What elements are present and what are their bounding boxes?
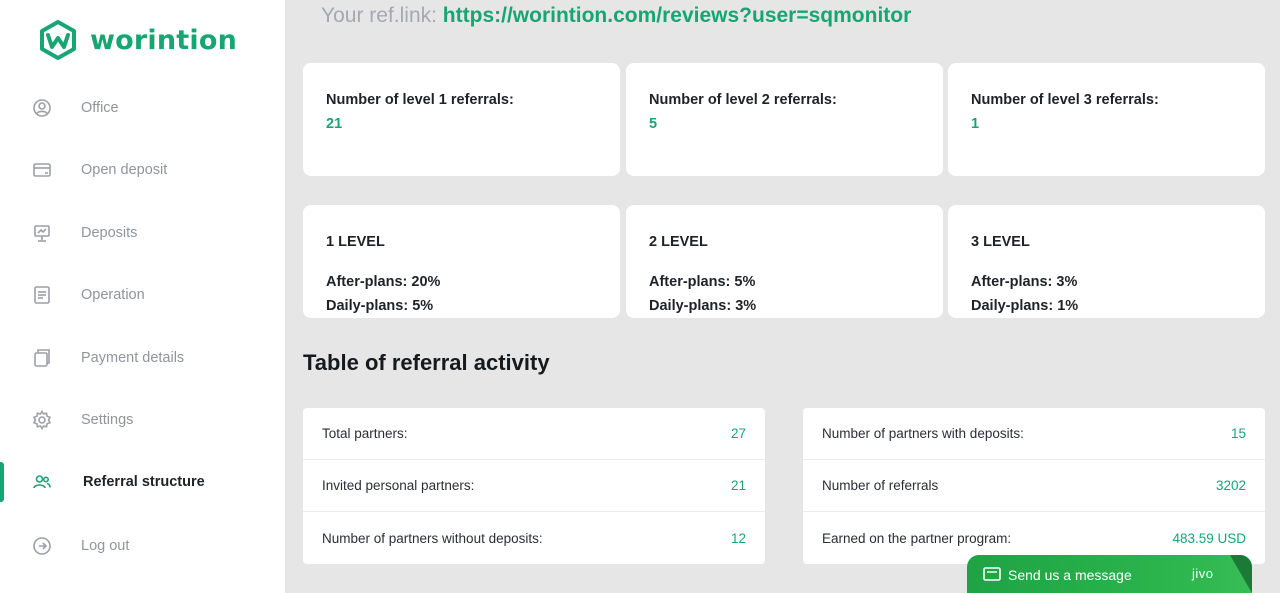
- card-value: 1: [971, 116, 980, 132]
- active-indicator: [0, 462, 4, 502]
- sidebar-item-payment-details[interactable]: Payment details: [0, 338, 285, 378]
- document-icon: [32, 285, 52, 305]
- users-icon: [32, 472, 52, 492]
- level-card: 2 LEVEL After-plans: 5% Daily-plans: 3%: [626, 205, 943, 318]
- row-label: Number of referrals: [822, 478, 939, 493]
- gear-icon: [32, 410, 52, 430]
- card-icon: [32, 160, 52, 180]
- row-label: Total partners:: [322, 426, 408, 441]
- row-value: 12: [730, 530, 746, 546]
- logo-icon: [40, 20, 76, 60]
- table-row: Number of partners without deposits: 12: [303, 512, 765, 564]
- level-card: 3 LEVEL After-plans: 3% Daily-plans: 1%: [948, 205, 1265, 318]
- user-circle-icon: [32, 98, 52, 118]
- sidebar-item-referral-structure[interactable]: Referral structure: [0, 462, 285, 502]
- ref-link: Your ref.link: https://worintion.com/rev…: [321, 4, 911, 28]
- level-title: 1 LEVEL: [326, 234, 385, 250]
- row-label: Earned on the partner program:: [822, 530, 1012, 546]
- sidebar-item-label: Office: [81, 100, 119, 116]
- level-after-plans: After-plans: 3%: [971, 274, 1078, 290]
- sidebar-item-label: Deposits: [81, 225, 138, 241]
- section-title: Table of referral activity: [303, 350, 550, 375]
- referral-count-card: Number of level 2 referrals: 5: [626, 63, 943, 176]
- level-daily-plans: Daily-plans: 3%: [649, 298, 757, 314]
- row-value: 15: [1230, 426, 1246, 441]
- sidebar: worintion Office Open deposit Deposits O…: [0, 0, 285, 593]
- chat-brand: jivo: [1192, 566, 1214, 581]
- row-label: Number of partners without deposits:: [322, 530, 543, 546]
- level-card: 1 LEVEL After-plans: 20% Daily-plans: 5%: [303, 205, 620, 318]
- level-after-plans: After-plans: 20%: [326, 274, 441, 290]
- sidebar-item-label: Log out: [81, 538, 130, 554]
- presentation-icon: [32, 223, 52, 243]
- sidebar-item-label: Payment details: [81, 350, 185, 366]
- sidebar-item-deposits[interactable]: Deposits: [0, 213, 285, 253]
- row-value: 483.59 USD: [1172, 530, 1246, 546]
- logout-icon: [32, 536, 52, 556]
- referral-count-card: Number of level 1 referrals: 21: [303, 63, 620, 176]
- activity-table-left: Total partners: 27 Invited personal part…: [303, 408, 765, 564]
- card-value: 5: [649, 116, 658, 132]
- table-row: Number of partners with deposits: 15: [803, 408, 1265, 460]
- sidebar-item-label: Operation: [81, 287, 145, 303]
- logo[interactable]: worintion: [38, 20, 237, 60]
- chat-widget-button[interactable]: Send us a message jivo: [967, 555, 1252, 593]
- sidebar-item-operation[interactable]: Operation: [0, 275, 285, 315]
- card-value: 21: [326, 116, 343, 132]
- ref-link-url[interactable]: https://worintion.com/reviews?user=sqmon…: [442, 4, 912, 27]
- row-value: 21: [730, 478, 746, 493]
- level-title: 2 LEVEL: [649, 234, 708, 250]
- level-after-plans: After-plans: 5%: [649, 274, 756, 290]
- sidebar-item-open-deposit[interactable]: Open deposit: [0, 150, 285, 190]
- table-row: Earned on the partner program: 483.59 US…: [803, 512, 1265, 564]
- table-row: Total partners: 27: [303, 408, 765, 460]
- activity-table-right: Number of partners with deposits: 15 Num…: [803, 408, 1265, 564]
- card-title: Number of level 3 referrals:: [971, 92, 1159, 108]
- sidebar-item-label: Referral structure: [83, 474, 205, 490]
- table-row: Number of referrals 3202: [803, 460, 1265, 512]
- sidebar-item-log-out[interactable]: Log out: [0, 526, 285, 566]
- row-value: 3202: [1215, 478, 1246, 493]
- chat-corner-decoration: [1230, 555, 1252, 593]
- sidebar-item-office[interactable]: Office: [0, 88, 285, 128]
- level-daily-plans: Daily-plans: 5%: [326, 298, 434, 314]
- chat-label: Send us a message: [1008, 567, 1132, 583]
- sidebar-item-settings[interactable]: Settings: [0, 400, 285, 440]
- table-row: Invited personal partners: 21: [303, 460, 765, 512]
- brand-name: worintion: [90, 24, 238, 56]
- level-daily-plans: Daily-plans: 1%: [971, 298, 1079, 314]
- sidebar-item-label: Open deposit: [81, 162, 168, 178]
- message-icon: [983, 567, 1001, 581]
- sidebar-item-label: Settings: [81, 412, 134, 428]
- level-title: 3 LEVEL: [971, 234, 1030, 250]
- ref-link-label: Your ref.link:: [321, 4, 437, 27]
- wallet-icon: [32, 348, 52, 368]
- row-label: Number of partners with deposits:: [822, 426, 1024, 441]
- referral-count-card: Number of level 3 referrals: 1: [948, 63, 1265, 176]
- row-label: Invited personal partners:: [322, 478, 475, 493]
- card-title: Number of level 1 referrals:: [326, 92, 514, 108]
- card-title: Number of level 2 referrals:: [649, 92, 837, 108]
- row-value: 27: [730, 426, 746, 441]
